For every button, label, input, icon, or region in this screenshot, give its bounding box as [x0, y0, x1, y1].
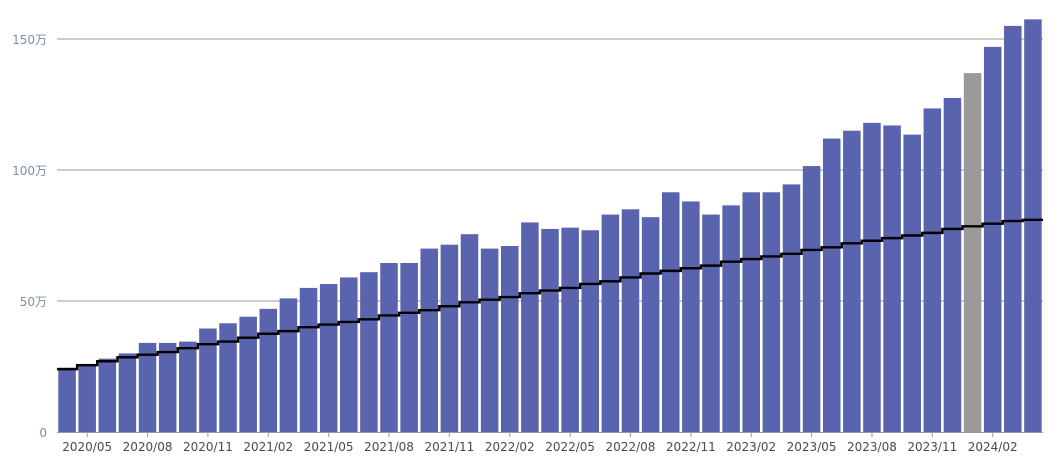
bar-2021-08	[380, 263, 398, 432]
y-tick-label: 0	[39, 426, 47, 440]
bar-2022-03	[521, 222, 539, 432]
bar-2023-05	[802, 166, 821, 432]
x-tick-label: 2024/02	[968, 440, 1018, 454]
x-tick-label: 2021/02	[243, 440, 293, 454]
bar-2021-01	[239, 316, 257, 432]
bar-2022-02	[500, 245, 519, 432]
x-tick-label: 2022/02	[485, 440, 535, 454]
bar-2022-04	[541, 228, 559, 432]
x-tick-label: 2023/05	[787, 440, 837, 454]
bar-2021-02	[259, 308, 278, 432]
bar-2023-03	[762, 192, 781, 432]
x-tick-label: 2022/08	[606, 440, 656, 454]
bar-2023-02	[742, 192, 760, 432]
bar-2024-04	[1024, 19, 1042, 432]
bar-2022-10	[661, 192, 680, 432]
bar-2023-06	[822, 138, 841, 432]
x-tick-label: 2021/05	[304, 440, 354, 454]
x-tick-label: 2022/11	[666, 440, 716, 454]
bar-2022-08	[621, 209, 640, 432]
bar-2020-10	[179, 341, 197, 432]
bar-2022-05	[561, 227, 579, 432]
bar-2021-03	[279, 298, 298, 432]
bar-2024-02	[983, 46, 1002, 433]
bar-2020-08	[138, 342, 157, 432]
bar-2020-05	[78, 363, 96, 432]
bar-2021-05	[319, 283, 338, 432]
x-tick-label: 2022/05	[545, 440, 595, 454]
bars-layer	[58, 19, 1042, 433]
bar-2022-09	[641, 217, 660, 432]
bar-2022-11	[682, 201, 700, 432]
bar-2024-03	[1004, 25, 1022, 433]
y-tick-label: 50万	[20, 295, 47, 309]
bar-2020-11	[199, 328, 217, 432]
x-tick-label: 2021/11	[424, 440, 474, 454]
axis-layer: 0 50万 100万 150万 2020/05 2020/08 2020/11 2021/02…	[12, 33, 1043, 454]
step-line	[57, 218, 1043, 371]
x-tick-label: 2020/11	[183, 440, 233, 454]
bar-2020-09	[158, 342, 177, 432]
bar-2023-08	[863, 122, 881, 432]
bar-2022-01	[480, 248, 499, 432]
line-layer	[57, 218, 1043, 371]
bar-2021-10	[420, 248, 439, 432]
bar-2021-04	[299, 287, 318, 432]
bar-2023-10	[903, 134, 921, 432]
y-tick-label: 150万	[12, 33, 47, 47]
bar-2022-06	[581, 230, 600, 432]
bar-2024-01	[963, 73, 982, 432]
bar-2021-11	[440, 244, 459, 432]
bar-2020-07	[118, 353, 137, 432]
bar-2021-09	[400, 263, 418, 432]
bar-2020-06	[98, 358, 117, 432]
x-tick-label: 2020/05	[62, 440, 112, 454]
bar-2021-12	[460, 234, 479, 432]
bar-2021-07	[360, 272, 378, 432]
bar-2023-11	[923, 108, 942, 433]
bar-2022-07	[601, 214, 620, 432]
bar-2021-06	[340, 277, 358, 432]
bar-2023-04	[782, 184, 801, 432]
bar-2020-12	[219, 323, 237, 432]
bar-2023-07	[843, 130, 861, 432]
y-tick-label: 100万	[12, 164, 47, 178]
bar-2022-12	[702, 214, 720, 432]
x-tick-label: 2023/02	[726, 440, 776, 454]
x-tick-label: 2023/08	[847, 440, 897, 454]
bar-2023-12	[943, 97, 962, 432]
bar-2020-04	[58, 367, 76, 432]
bar-2023-01	[722, 205, 740, 432]
x-tick-label: 2021/08	[364, 440, 414, 454]
x-tick-label: 2020/08	[123, 440, 173, 454]
x-tick-label: 2023/11	[907, 440, 957, 454]
bar-2023-09	[883, 125, 901, 433]
